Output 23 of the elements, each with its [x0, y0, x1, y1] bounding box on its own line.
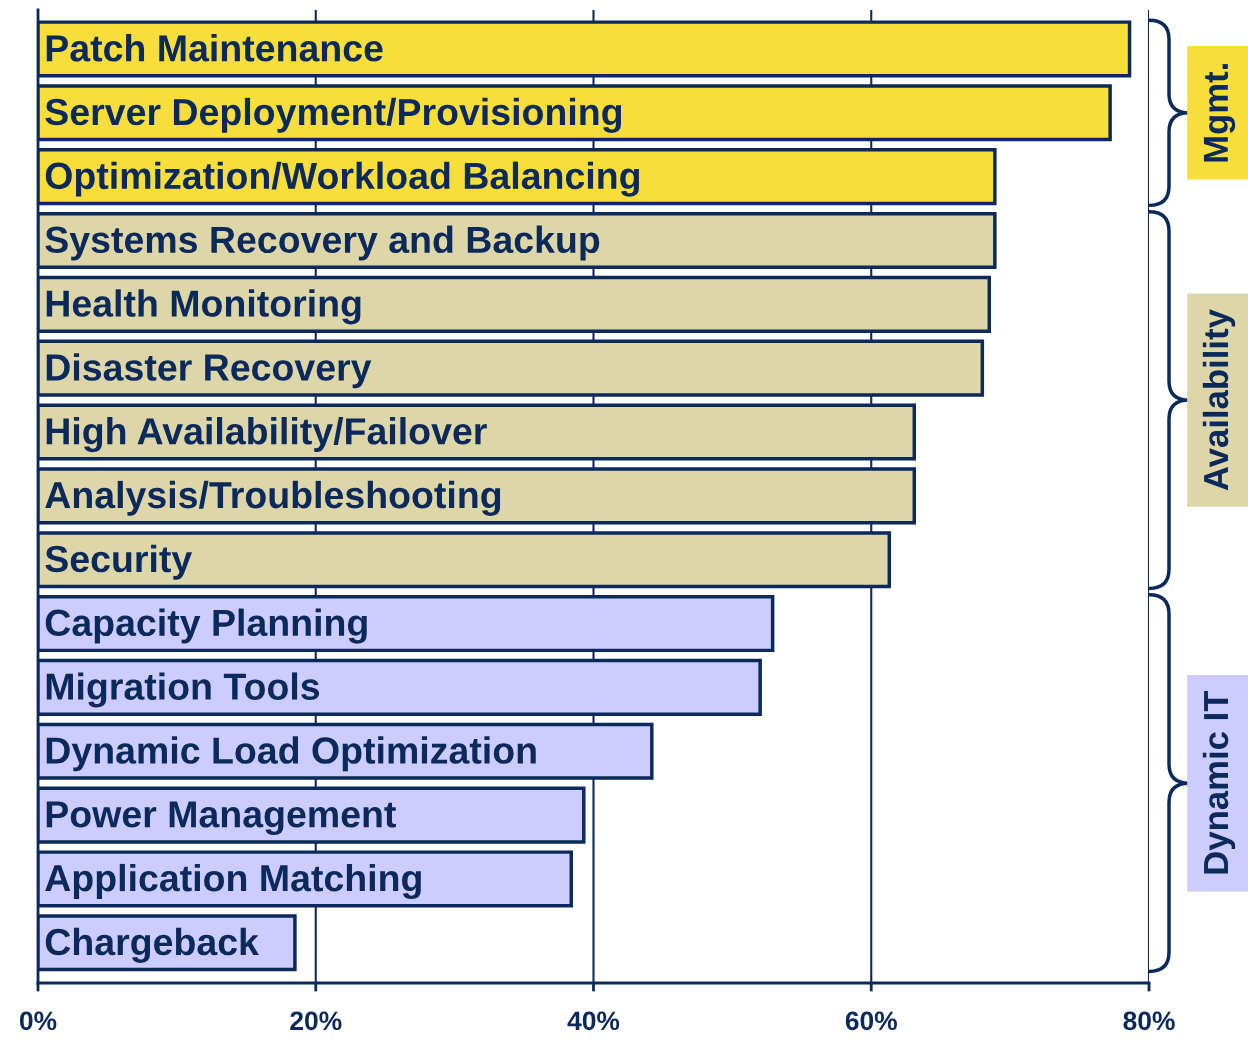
y-tick-label: Security	[45, 544, 193, 580]
y-tick-label: Migration Tools	[46, 672, 320, 708]
text: Availability	[1202, 309, 1236, 491]
y-tick-label: Application Matching	[45, 863, 421, 900]
y-tick-label: Capacity Planning	[45, 608, 367, 644]
y-tick-label: Systems Recovery and Backup	[45, 225, 600, 261]
x-tick-label: 0%	[19, 1011, 57, 1031]
x-tick-label: 60%	[845, 1011, 897, 1031]
y-tick-label: Patch Maintenance	[46, 34, 383, 62]
y-tick-label: Chargeback	[45, 927, 259, 963]
y-tick-label: Disaster Recovery	[46, 353, 372, 389]
text: Dynamic IT	[1202, 690, 1236, 874]
text: Mgmt.	[1203, 64, 1236, 162]
x-tick-label: 20%	[290, 1011, 342, 1031]
y-tick-label: Health Monitoring	[46, 289, 361, 325]
y-tick-label: Analysis/Troubleshooting	[45, 480, 501, 516]
y-tick-label: High Availability/Failover	[46, 417, 487, 453]
y-tick-label: Power Management	[46, 801, 396, 836]
x-tick-label: 80%	[1123, 1011, 1175, 1031]
y-tick-label: Dynamic Load Optimization	[46, 736, 536, 772]
y-tick-label: Optimization/Workload Balancing	[45, 161, 640, 197]
y-tick-label: Server Deployment/Provisioning	[45, 97, 622, 133]
x-tick-label: 40%	[567, 1011, 620, 1031]
